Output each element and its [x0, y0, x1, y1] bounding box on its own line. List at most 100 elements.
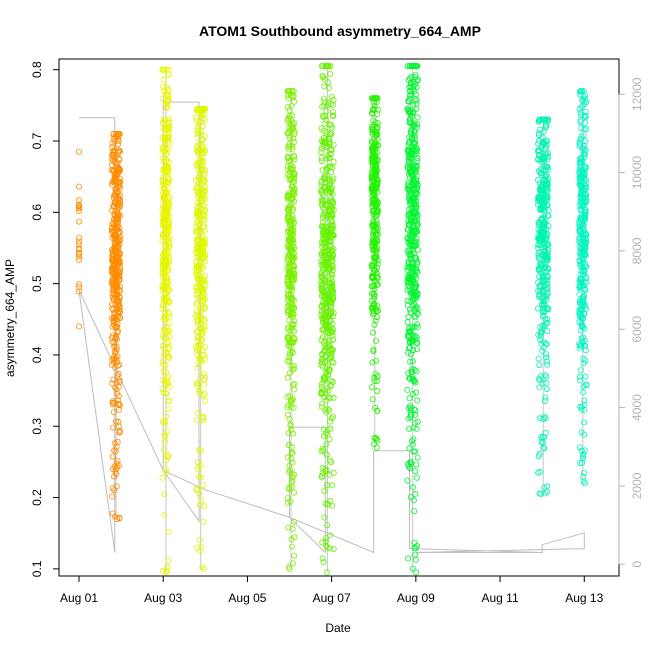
- data-point: [577, 119, 584, 126]
- data-point: [114, 239, 121, 246]
- data-point: [114, 313, 121, 320]
- data-point: [412, 468, 419, 475]
- data-point: [371, 293, 378, 300]
- data-point: [76, 256, 83, 263]
- data-point: [288, 283, 295, 290]
- data-point: [199, 248, 206, 255]
- data-point: [116, 427, 123, 434]
- data-point: [414, 114, 421, 121]
- data-point: [576, 155, 583, 162]
- data-point: [404, 477, 411, 484]
- data-point: [284, 192, 291, 199]
- data-point: [405, 370, 412, 377]
- data-point: [197, 357, 204, 364]
- data-point: [285, 524, 292, 531]
- data-point: [320, 95, 327, 102]
- data-point: [288, 270, 295, 277]
- data-point: [198, 265, 205, 272]
- data-point: [287, 421, 294, 428]
- data-point: [405, 249, 412, 256]
- data-point: [540, 116, 547, 123]
- data-point: [285, 307, 292, 314]
- data-point: [163, 92, 170, 99]
- data-point: [542, 235, 549, 242]
- data-point: [404, 297, 411, 304]
- data-point: [195, 200, 202, 207]
- x-tick-label: Aug 05: [228, 591, 266, 605]
- data-point: [109, 140, 116, 147]
- data-point: [114, 166, 121, 173]
- data-point: [578, 342, 585, 349]
- data-point: [411, 419, 418, 426]
- data-point: [409, 565, 416, 572]
- data-point: [536, 180, 543, 187]
- data-point: [160, 352, 167, 359]
- data-point: [286, 143, 293, 150]
- data-point: [165, 398, 172, 405]
- data-point: [198, 543, 205, 550]
- data-point: [326, 545, 333, 552]
- data-point: [409, 391, 416, 398]
- data-point: [286, 230, 293, 237]
- data-point: [413, 425, 420, 432]
- data-point: [166, 194, 173, 201]
- data-point: [164, 453, 171, 460]
- data-point: [374, 437, 381, 444]
- data-point: [319, 555, 326, 562]
- data-point: [285, 215, 292, 222]
- data-point: [368, 159, 375, 166]
- data-point: [163, 323, 170, 330]
- data-point: [196, 196, 203, 203]
- data-point: [285, 237, 292, 244]
- data-point: [165, 528, 172, 535]
- x-tick-label: Aug 13: [565, 591, 603, 605]
- data-point: [410, 102, 417, 109]
- data-point: [290, 268, 297, 275]
- data-point: [539, 322, 546, 329]
- data-point: [576, 142, 583, 149]
- data-point: [322, 63, 329, 70]
- data-point: [111, 245, 118, 252]
- data-point: [369, 275, 376, 282]
- data-point: [163, 567, 170, 574]
- data-point: [407, 403, 414, 410]
- data-point: [318, 149, 325, 156]
- data-point: [404, 165, 411, 172]
- data-point: [579, 175, 586, 182]
- data-point: [328, 329, 335, 336]
- data-point: [159, 567, 166, 574]
- data-point: [411, 194, 418, 201]
- data-point: [76, 205, 83, 212]
- data-point: [286, 280, 293, 287]
- data-point: [320, 248, 327, 255]
- data-point: [117, 196, 124, 203]
- data-point: [318, 274, 325, 281]
- data-point: [541, 176, 548, 183]
- data-point: [414, 305, 421, 312]
- data-point: [322, 430, 329, 437]
- data-point: [371, 174, 378, 181]
- data-point: [287, 467, 294, 474]
- y2-tick-label: 12000: [630, 77, 644, 111]
- data-point: [289, 310, 296, 317]
- data-point: [197, 166, 204, 173]
- data-point: [407, 169, 414, 176]
- data-point: [319, 316, 326, 323]
- data-point: [370, 348, 377, 355]
- data-point: [200, 518, 207, 525]
- data-point: [576, 278, 583, 285]
- data-point: [193, 344, 200, 351]
- data-point: [115, 193, 122, 200]
- data-point: [286, 462, 293, 469]
- data-point: [578, 125, 585, 132]
- data-point: [159, 418, 166, 425]
- data-point: [544, 149, 551, 156]
- data-point: [413, 461, 420, 468]
- data-point: [323, 535, 330, 542]
- y-tick-label: 0.6: [30, 204, 44, 221]
- data-point: [76, 249, 83, 256]
- data-point: [409, 149, 416, 156]
- data-point: [540, 242, 547, 249]
- data-point: [286, 107, 293, 114]
- data-point: [321, 212, 328, 219]
